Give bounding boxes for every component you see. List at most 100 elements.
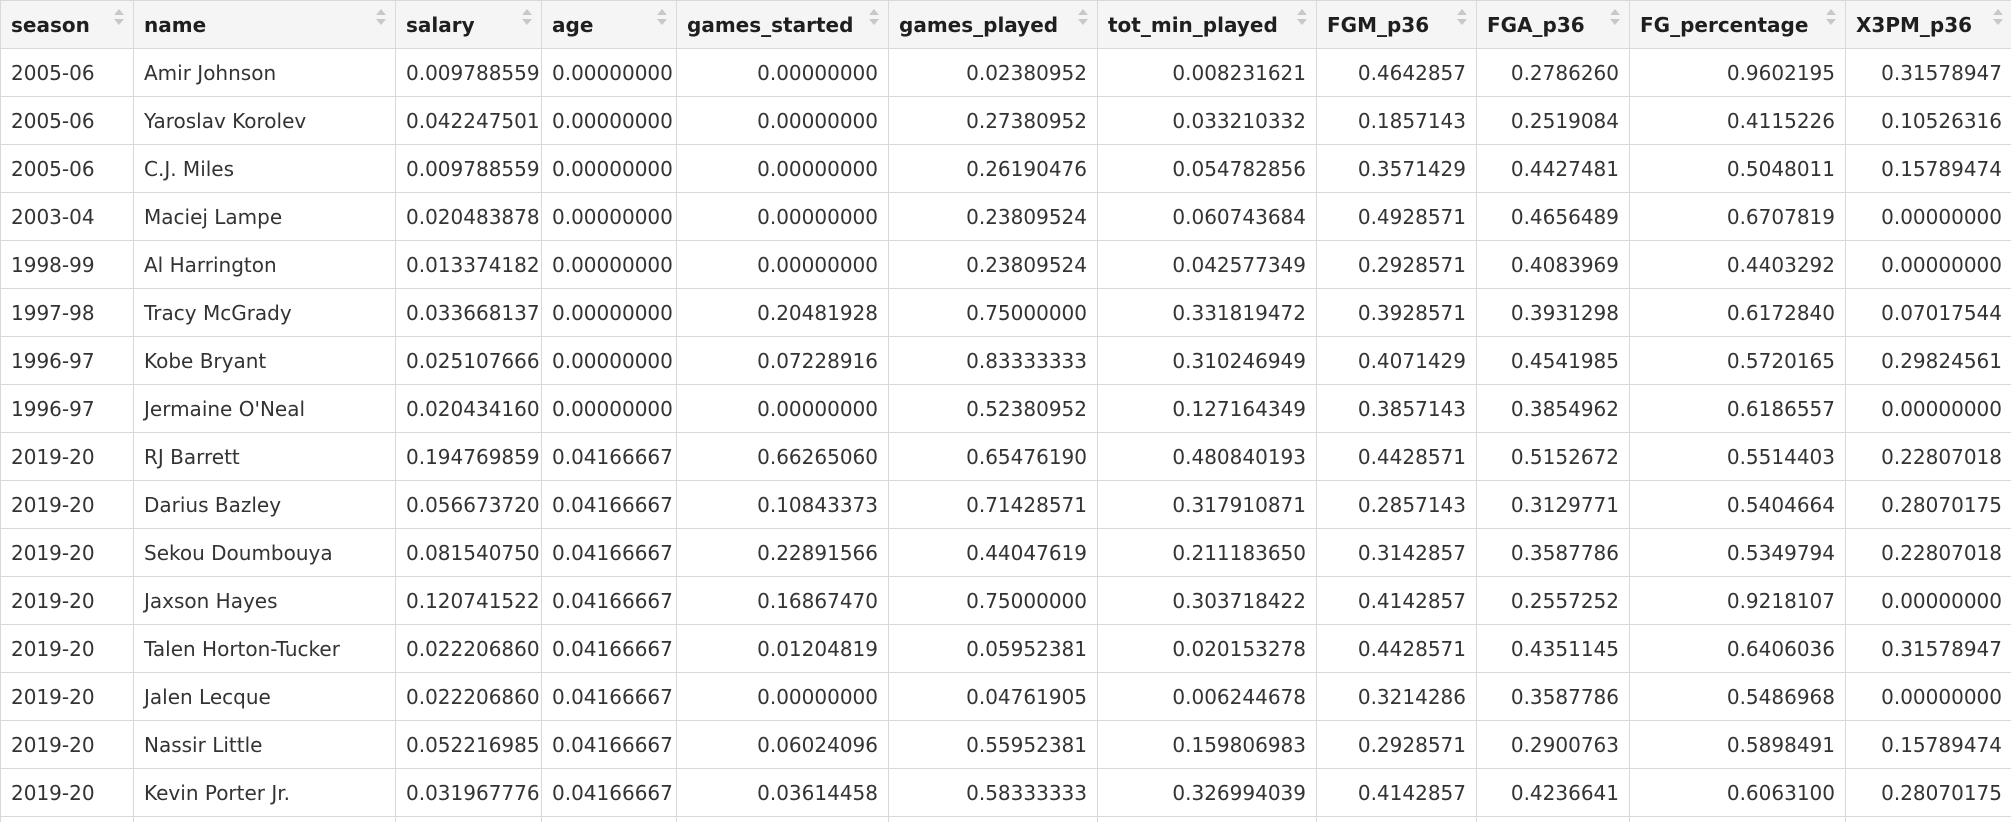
table-cell-games-played: 0.23809524 bbox=[888, 240, 1098, 289]
sort-arrows-icon[interactable] bbox=[1609, 8, 1621, 26]
table-row: 1997-98 Tracy McGrady 0.033668137 0.0000000… bbox=[0, 288, 2011, 337]
table-cell-games-played: 0.65476190 bbox=[888, 432, 1098, 481]
table-cell-season: 2019-20 bbox=[0, 672, 134, 721]
table-cell-season: 2003-04 bbox=[0, 192, 134, 241]
table-cell-tot-min-played: 0.211183650 bbox=[1097, 528, 1317, 577]
table-cell-salary: 0.042247501 bbox=[395, 96, 542, 145]
table-cell-fg-percentage: 0.6406036 bbox=[1629, 624, 1846, 673]
table-cell-fg-percentage: 0.6063100 bbox=[1629, 768, 1846, 817]
sort-arrows-icon[interactable] bbox=[1825, 8, 1837, 26]
table-cell-fgm-p36: 0.3214286 bbox=[1316, 672, 1477, 721]
table-cell-tot-min-played: 0.303718422 bbox=[1097, 576, 1317, 625]
table-cell-fgm-p36: 0.4142857 bbox=[1316, 768, 1477, 817]
table-cell-games-started: 0.00000000 bbox=[676, 240, 889, 289]
table-cell-name: Kobe Bryant bbox=[133, 336, 396, 385]
table-row: 2019-20 Jaxson Hayes 0.120741522 0.04166667… bbox=[0, 576, 2011, 625]
sort-arrows-icon[interactable] bbox=[521, 8, 533, 26]
column-header-name[interactable]: name bbox=[133, 0, 396, 49]
table-cell-games-started: 0.00000000 bbox=[676, 48, 889, 97]
table-cell-age: 0.00000000 bbox=[541, 288, 677, 337]
table-cell-name: RJ Barrett bbox=[133, 432, 396, 481]
table-body: 2005-06 Amir Johnson 0.009788559 0.00000000… bbox=[0, 48, 2011, 822]
table-cell-fg-percentage: 0.5486968 bbox=[1629, 672, 1846, 721]
table-cell-fgm-p36: 0.2928571 bbox=[1316, 720, 1477, 769]
table-cell-games-played: 0.55952381 bbox=[888, 720, 1098, 769]
table-cell-fga-p36: 0.4236641 bbox=[1476, 768, 1630, 817]
table-cell-fga-p36: 0.3931298 bbox=[1476, 288, 1630, 337]
table-cell-salary: 0.056673720 bbox=[395, 480, 542, 529]
table-cell-games-started: 0.00000000 bbox=[676, 672, 889, 721]
table-cell-x3pm-p36: 0.10526316 bbox=[1845, 96, 2011, 145]
table-cell-games-started: 0.03614458 bbox=[676, 768, 889, 817]
table-cell-tot-min-played: 0.127164349 bbox=[1097, 384, 1317, 433]
table-cell-tot-min-played: 0.480840193 bbox=[1097, 432, 1317, 481]
column-header-label: FGM_p36 bbox=[1327, 12, 1430, 37]
column-header-games-started[interactable]: games_started bbox=[676, 0, 889, 49]
table-cell-fga-p36: 0.2519084 bbox=[1476, 96, 1630, 145]
column-header-games-played[interactable]: games_played bbox=[888, 0, 1098, 49]
table-row: 2019-20 Sekou Doumbouya 0.081540750 0.04166… bbox=[0, 528, 2011, 577]
table-cell-salary bbox=[395, 816, 542, 822]
sort-arrows-icon[interactable] bbox=[113, 8, 125, 26]
sort-arrows-icon[interactable] bbox=[868, 8, 880, 26]
sort-arrows-icon[interactable] bbox=[1077, 8, 1089, 26]
column-header-tot-min-played[interactable]: tot_min_played bbox=[1097, 0, 1317, 49]
table-cell-tot-min-played: 0.054782856 bbox=[1097, 144, 1317, 193]
table-cell-games-started: 0.07228916 bbox=[676, 336, 889, 385]
table-cell-games-played: 0.75000000 bbox=[888, 288, 1098, 337]
column-header-label: name bbox=[144, 12, 207, 37]
column-header-fgm-p36[interactable]: FGM_p36 bbox=[1316, 0, 1477, 49]
table-cell-tot-min-played: 0.159806983 bbox=[1097, 720, 1317, 769]
sort-arrows-icon[interactable] bbox=[656, 8, 668, 26]
sort-arrows-icon[interactable] bbox=[1456, 8, 1468, 26]
table-cell-games-started: 0.16867470 bbox=[676, 576, 889, 625]
table-cell-salary: 0.020434160 bbox=[395, 384, 542, 433]
table-cell-fgm-p36: 0.4428571 bbox=[1316, 432, 1477, 481]
table-row: 1996-97 Jermaine O'Neal 0.020434160 0.00000… bbox=[0, 384, 2011, 433]
table-cell-salary: 0.009788559 bbox=[395, 144, 542, 193]
table-cell-tot-min-played: 0.310246949 bbox=[1097, 336, 1317, 385]
table-row: 2019-20 Nassir Little 0.052216985 0.0416666… bbox=[0, 720, 2011, 769]
table-cell-fga-p36: 0.3854962 bbox=[1476, 384, 1630, 433]
table-cell-games-started: 0.01204819 bbox=[676, 624, 889, 673]
table-cell-fga-p36: 0.2786260 bbox=[1476, 48, 1630, 97]
table-cell-tot-min-played: 0.326994039 bbox=[1097, 768, 1317, 817]
table-cell-games-started: 0.00000000 bbox=[676, 144, 889, 193]
table-cell-age: 0.00000000 bbox=[541, 144, 677, 193]
table-cell-x3pm-p36: 0.15789474 bbox=[1845, 144, 2011, 193]
table-cell-age: 0.04166667 bbox=[541, 432, 677, 481]
column-header-x3pm-p36[interactable]: X3PM_p36 bbox=[1845, 0, 2011, 49]
table-cell-fga-p36: 0.4541985 bbox=[1476, 336, 1630, 385]
sort-arrows-icon[interactable] bbox=[1992, 8, 2004, 26]
table-cell-fga-p36: 0.3129771 bbox=[1476, 480, 1630, 529]
table-cell-fga-p36: 0.4351145 bbox=[1476, 624, 1630, 673]
column-header-age[interactable]: age bbox=[541, 0, 677, 49]
table-cell-games-played: 0.27380952 bbox=[888, 96, 1098, 145]
table-cell-name: C.J. Miles bbox=[133, 144, 396, 193]
column-header-season[interactable]: season bbox=[0, 0, 134, 49]
table-cell-tot-min-played: 0.008231621 bbox=[1097, 48, 1317, 97]
table-cell-tot-min-played: 0.331819472 bbox=[1097, 288, 1317, 337]
table-cell-age: 0.00000000 bbox=[541, 384, 677, 433]
table-cell-x3pm-p36: 0.00000000 bbox=[1845, 192, 2011, 241]
column-header-salary[interactable]: salary bbox=[395, 0, 542, 49]
table-cell-salary: 0.120741522 bbox=[395, 576, 542, 625]
table-row: 2005-06 C.J. Miles 0.009788559 0.00000000 0.… bbox=[0, 144, 2011, 193]
table-cell-tot-min-played: 0.317910871 bbox=[1097, 480, 1317, 529]
table-row: 2003-04 Maciej Lampe 0.020483878 0.00000000… bbox=[0, 192, 2011, 241]
table-cell-fga-p36: 0.2557252 bbox=[1476, 576, 1630, 625]
sort-arrows-icon[interactable] bbox=[1296, 8, 1308, 26]
sort-arrows-icon[interactable] bbox=[375, 8, 387, 26]
table-cell-name: Tracy McGrady bbox=[133, 288, 396, 337]
column-header-fga-p36[interactable]: FGA_p36 bbox=[1476, 0, 1630, 49]
table-cell-games-played: 0.44047619 bbox=[888, 528, 1098, 577]
table-cell-age: 0.00000000 bbox=[541, 48, 677, 97]
table-cell-name: Kevin Porter Jr. bbox=[133, 768, 396, 817]
table-cell-fga-p36: 0.3587786 bbox=[1476, 528, 1630, 577]
table-cell-name bbox=[133, 816, 396, 822]
table-cell-fgm-p36: 0.4642857 bbox=[1316, 48, 1477, 97]
column-header-fg-percentage[interactable]: FG_percentage bbox=[1629, 0, 1846, 49]
table-cell-age: 0.04166667 bbox=[541, 576, 677, 625]
table-cell-fga-p36: 0.4083969 bbox=[1476, 240, 1630, 289]
table-cell-salary: 0.025107666 bbox=[395, 336, 542, 385]
